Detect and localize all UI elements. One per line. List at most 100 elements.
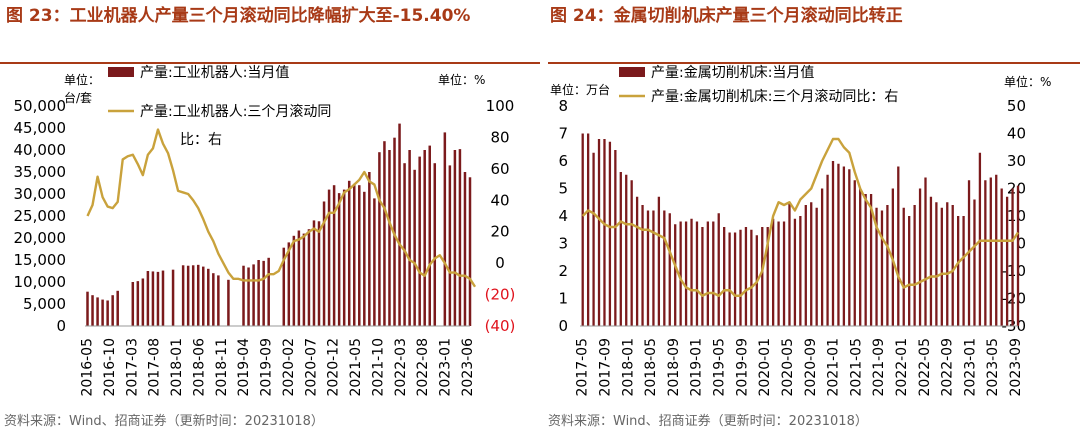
bar [262,260,265,326]
x-tick-label: 2020-09 [803,338,819,397]
bar [804,205,807,326]
bar [282,247,286,326]
x-tick-label: 2023-09 [1008,338,1024,397]
bar [810,202,813,326]
x-tick-label: 2022-01 [894,338,910,397]
y-tick-right: 0 [1016,235,1026,253]
bar [207,268,210,326]
y-tick-left: 5,000 [23,295,66,313]
bar [131,282,135,326]
bar [181,265,185,326]
bar [191,265,195,326]
x-tick-label: 2019-09 [734,338,750,397]
bar [924,177,927,326]
bar [101,299,104,326]
bar [646,210,650,326]
bar [322,201,326,326]
chart-machine-tools: 单位：万台单位：%012345678-30-20-100102030405020… [550,65,1051,397]
bar [859,188,862,326]
y-tick-right: 0 [495,254,505,272]
bar [186,265,190,326]
bar [951,205,954,326]
y-tick-right: 20 [1007,180,1026,198]
bar [957,216,960,326]
y-tick-left: 4 [558,207,568,225]
y-tick-left: 6 [558,152,568,170]
x-tick-label: 2022-08 [415,338,431,397]
bar [342,189,346,326]
chart-panel-machine-tools: 图 24：金属切削机床产量三个月滚动同比转正 单位：万台 单位：% 0 1 2 3 4 5 6 7… [548,0,1080,443]
bar [886,205,889,326]
bar [302,233,306,326]
y-tick-right: 10 [1007,207,1026,225]
bar [161,270,165,326]
bar [468,177,472,326]
x-tick-label: 2020-01 [757,338,773,397]
bar [373,198,376,326]
y-tick-right: -20 [1002,290,1027,308]
bar [826,174,829,326]
bar [86,291,89,326]
chart-robots: 单位： 台/套 单位：% 0 5,000 10,000 15,000 20,000 25,000… [14,65,516,397]
bar [766,227,769,326]
x-tick-label: 2022-03 [393,338,409,397]
bar [684,221,688,326]
bar [136,281,140,326]
bar [1000,188,1003,326]
bar [913,205,916,326]
chart-title: 图 23：工业机器人产量三个月滚动同比降幅扩大至-15.40% [6,6,471,26]
bar [820,188,824,326]
bar [929,196,933,326]
series-line [86,128,477,288]
bar [463,172,467,326]
y-tick-left: 30,000 [14,185,67,203]
bar [712,221,715,326]
bar [630,180,633,326]
x-tick-label: 2018-09 [666,338,682,397]
bar [657,196,661,326]
y-tick-right: 50 [1007,97,1026,115]
bar [995,174,998,326]
x-tick-label: 2021-01 [826,338,842,397]
x-tick-label: 2018-11 [214,338,230,397]
bar [875,207,878,326]
y-tick-left: 2 [558,262,568,280]
y-tick-left: 3 [558,235,568,253]
y-tick-left: 0 [558,317,568,335]
bar [788,202,791,326]
legend-line-label: 产量:金属切削机床:三个月滚动同比：右 [651,88,898,105]
x-tick-label: 2021-09 [871,338,887,397]
bar [728,232,731,326]
bar [625,174,628,326]
y-tick-right: 40 [490,191,509,209]
x-tick-label: 2023-06 [460,338,476,397]
bar [433,163,437,326]
legend-bar-label: 产量:工业机器人:当月值 [140,65,289,81]
x-tick-label: 2017-08 [147,338,163,397]
chart-source: 资料来源：Wind、招商证券（更新时间：20231018） [4,414,324,429]
bar [297,230,301,326]
x-tick-label: 2022-05 [917,338,933,397]
x-tick-label: 2019-01 [689,338,705,397]
bar [398,123,401,326]
bar [733,232,737,326]
bar [641,205,644,326]
bar [141,278,145,326]
bar [453,150,457,326]
bar [96,297,99,326]
legend-bar-label: 产量:金属切削机床:当月值 [651,65,814,81]
bar [428,145,431,326]
bar [1016,185,1020,326]
bar [403,163,406,326]
bar [368,172,371,326]
bar [782,221,786,326]
bar [171,269,175,326]
bar [663,210,666,326]
y-tick-right: 20 [490,223,509,241]
bar [116,290,119,326]
bar [608,141,612,326]
y-tick-left: 45,000 [14,119,67,137]
x-tick-label: 2023-05 [985,338,1001,397]
bar [723,227,726,326]
bar [902,207,905,326]
